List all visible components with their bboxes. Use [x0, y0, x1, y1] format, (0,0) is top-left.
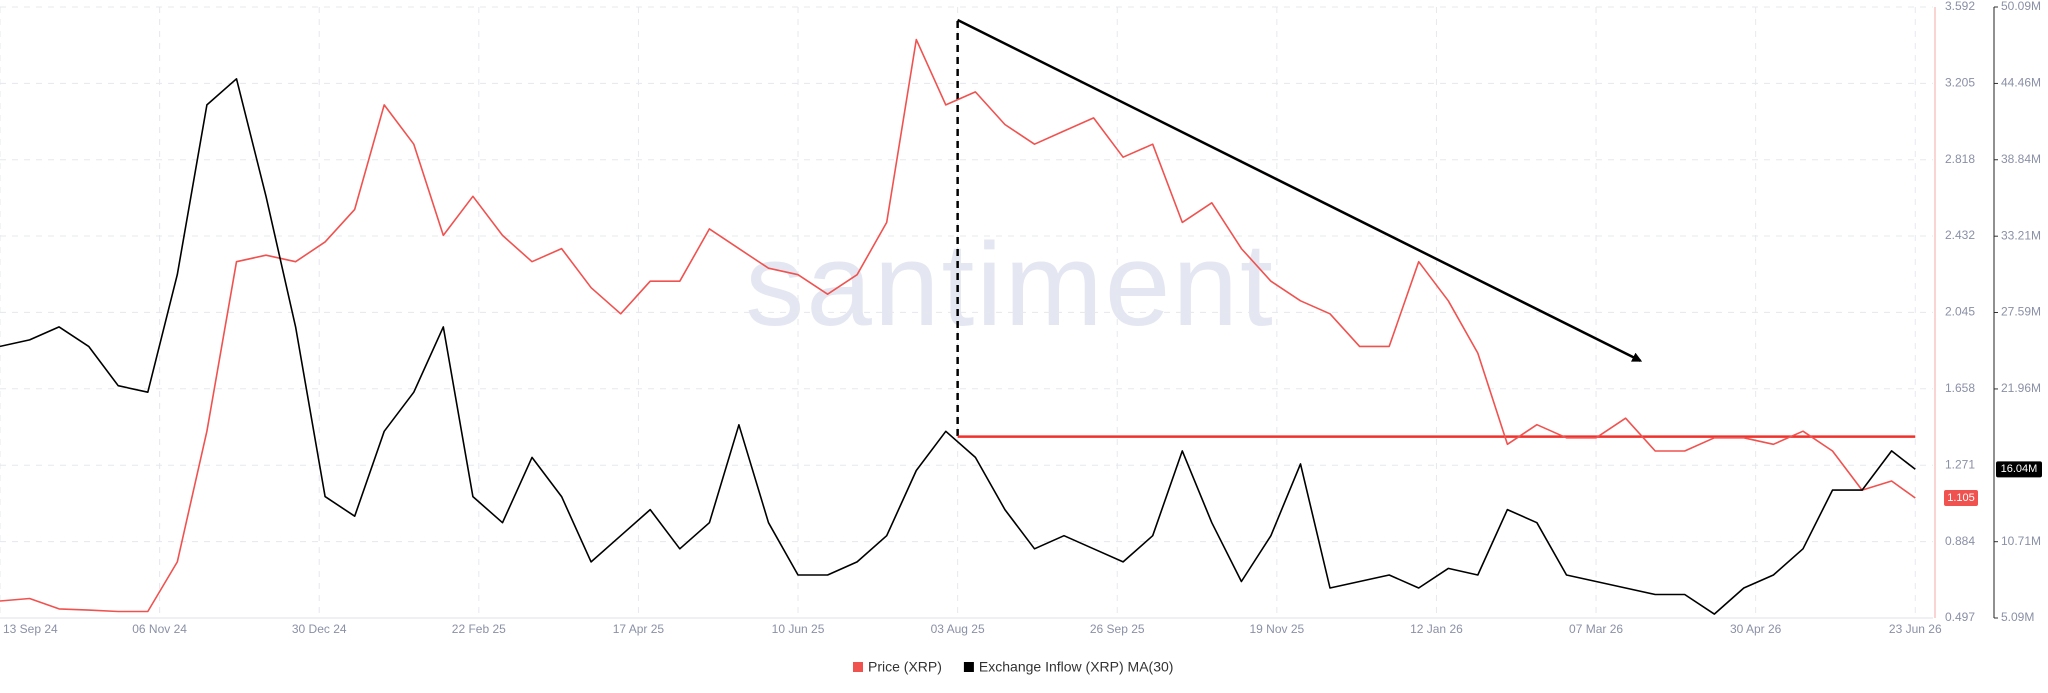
- x-tick-label: 30 Apr 26: [1730, 622, 1782, 636]
- y-tick-label: 2.432: [1945, 228, 1975, 242]
- y-tick-label: 3.205: [1945, 76, 1975, 90]
- y2-tick-label: 38.84M: [2001, 152, 2041, 166]
- x-tick-label: 23 Jun 26: [1889, 622, 1942, 636]
- y2-tick-label: 50.09M: [2001, 0, 2041, 13]
- x-tick-label: 30 Dec 24: [292, 622, 347, 636]
- x-tick-label: 12 Jan 26: [1410, 622, 1463, 636]
- series-line: [0, 78, 1916, 615]
- x-tick-label: 03 Aug 25: [931, 622, 985, 636]
- series-line: [0, 38, 1916, 613]
- y2-tick-label: 21.96M: [2001, 381, 2041, 395]
- y-tick-label: 2.045: [1945, 305, 1975, 319]
- y-tick-label: 3.592: [1945, 0, 1975, 13]
- x-tick-label: 06 Nov 24: [132, 622, 187, 636]
- x-tick-label: 07 Mar 26: [1569, 622, 1623, 636]
- y2-tick-label: 27.59M: [2001, 305, 2041, 319]
- watermark: santiment: [745, 219, 1275, 351]
- inflow-badge: [1996, 461, 2042, 478]
- x-tick-label: 13 Sep 24: [3, 622, 58, 636]
- y2-tick-label: 33.21M: [2001, 228, 2041, 242]
- trend-arrow: [957, 18, 1643, 362]
- y2-tick-label: 5.09M: [2001, 610, 2034, 624]
- x-tick-label: 22 Feb 25: [452, 622, 506, 636]
- legend-swatch: [853, 662, 863, 672]
- legend-label: Exchange Inflow (XRP) MA(30): [979, 659, 1174, 675]
- y-tick-label: 0.497: [1945, 610, 1975, 624]
- x-tick-label: 19 Nov 25: [1249, 622, 1304, 636]
- legend-swatch: [963, 662, 974, 672]
- x-tick-label: 17 Apr 25: [613, 622, 665, 636]
- y-tick-label: 1.271: [1945, 457, 1975, 471]
- y2-tick-label: 44.46M: [2001, 76, 2041, 90]
- price-badge: [1944, 489, 1978, 506]
- x-tick-label: 10 Jun 25: [772, 622, 825, 636]
- y-tick-label: 1.658: [1945, 381, 1975, 395]
- legend-label: Price (XRP): [868, 659, 942, 675]
- inflow-badge-label: 16.04M: [2001, 463, 2038, 475]
- y-tick-label: 2.818: [1945, 152, 1975, 166]
- y2-tick-label: 10.71M: [2001, 534, 2041, 548]
- y-tick-label: 0.884: [1945, 534, 1975, 548]
- x-tick-label: 26 Sep 25: [1090, 622, 1145, 636]
- price-badge-label: 1.105: [1947, 492, 1975, 504]
